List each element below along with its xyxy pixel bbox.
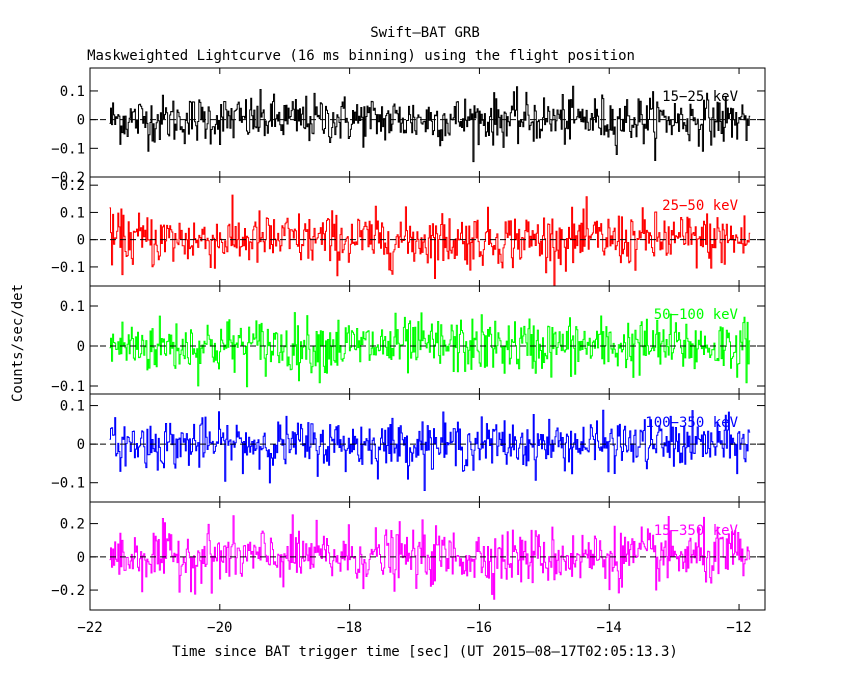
panels-group: 0.1 0 −0.1 −0.2 15−25 keV 0.2 0.1 0 −0.1 25−50 ke… [51,67,766,636]
band-label-2: 50−100 keV [654,307,739,323]
x-tick-label: −14 [597,620,622,636]
y-tick-label: 0.2 [60,517,85,533]
band-label-3: 100−350 keV [645,415,738,431]
band-label-4: 15−350 keV [654,523,739,539]
chart-subtitle: Maskweighted Lightcurve (16 ms binning) … [87,48,635,64]
y-tick-label: 0 [77,113,85,129]
y-tick-label: −0.1 [51,260,85,276]
x-tick-label: −18 [337,620,362,636]
band-label-1: 25−50 keV [662,198,738,214]
y-tick-label: −0.2 [51,170,85,186]
lightcurve-series-0 [109,85,751,163]
lightcurve-series-4 [109,514,751,600]
y-tick-label: 0.1 [60,84,85,100]
y-tick-label: 0 [77,437,85,453]
x-axis-label: Time since BAT trigger time [sec] (UT 20… [172,644,678,660]
y-axis-label: Counts/sec/det [10,284,26,402]
y-tick-label: 0.1 [60,205,85,221]
y-tick-label: −0.1 [51,379,85,395]
x-tick-label: −16 [467,620,492,636]
lightcurve-series-2 [109,312,751,388]
x-tick-label: −20 [207,620,232,636]
y-tick-label: 0 [77,339,85,355]
y-tick-label: 0.1 [60,399,85,415]
y-tick-label: −0.1 [51,141,85,157]
y-tick-label: 0 [77,233,85,249]
x-tick-label: −22 [77,620,102,636]
y-tick-label: 0 [77,550,85,566]
y-tick-label: −0.2 [51,583,85,599]
panel-frame-4 [89,501,766,611]
y-tick-label: 0.1 [60,299,85,315]
lightcurve-series-1 [109,194,751,287]
x-tick-label: −12 [726,620,751,636]
chart-title: Swift–BAT GRB [370,25,480,41]
lightcurve-series-3 [109,409,751,491]
y-tick-label: 0.2 [60,178,85,194]
band-label-0: 15−25 keV [662,89,738,105]
y-tick-label: −0.1 [51,476,85,492]
